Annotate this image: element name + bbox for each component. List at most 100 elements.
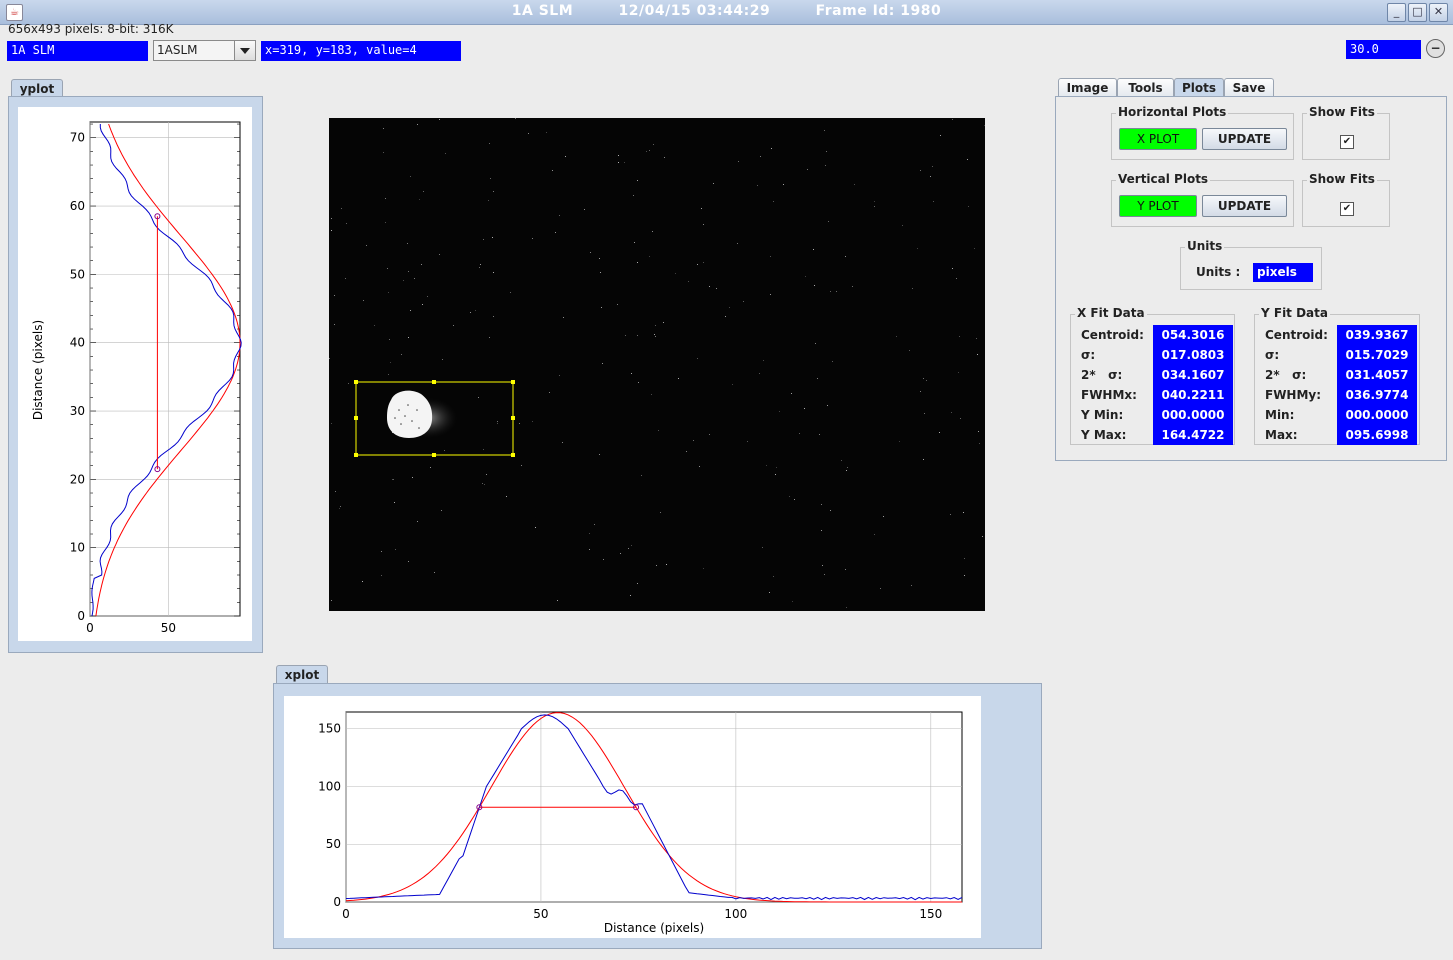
vertical-plots-label: Vertical Plots xyxy=(1116,172,1211,186)
camera-name-field[interactable]: 1A SLM xyxy=(7,41,148,61)
yplot-ytick-label: 70 xyxy=(70,131,85,145)
show-fits-v-group: Show Fits ✔ xyxy=(1302,172,1390,227)
x-fit-row-value: 000.0000 xyxy=(1153,405,1233,425)
units-group-label: Units xyxy=(1185,239,1225,253)
yplot-ytick-label: 30 xyxy=(70,404,85,418)
xplot-ytick-label: 150 xyxy=(318,722,341,736)
yplot-fit-curve xyxy=(95,123,241,617)
zoom-field[interactable]: 30.0 xyxy=(1346,40,1421,59)
y-fit-row-label: Min: xyxy=(1265,408,1295,422)
yplot-ytick-label: 0 xyxy=(77,609,85,623)
x-fit-row-label: Y Min: xyxy=(1081,408,1124,422)
y-update-button[interactable]: UPDATE xyxy=(1202,195,1287,217)
horizontal-plots-group: Horizontal Plots X PLOT UPDATE xyxy=(1111,105,1294,160)
roi-handles xyxy=(354,380,515,457)
camera-image xyxy=(329,118,985,608)
show-fits-h-checkbox[interactable]: ✔ xyxy=(1340,135,1354,149)
yplot-data-curve xyxy=(91,124,242,617)
y-fit-row-label: Max: xyxy=(1265,428,1298,442)
yplot-ytick-label: 10 xyxy=(70,541,85,555)
show-fits-v-label: Show Fits xyxy=(1307,172,1377,186)
title-datetime: 12/04/15 03:44:29 xyxy=(618,3,771,19)
xplot-svg: 0 50 100 150 0 50 100 150 Distance (pixels) xyxy=(318,711,963,935)
java-app-icon: ☕ xyxy=(6,4,23,21)
x-fit-data-label: X Fit Data xyxy=(1075,306,1147,320)
minimize-icon[interactable]: _ xyxy=(1387,3,1406,22)
yplot-ylabel: Distance (pixels) xyxy=(31,320,45,420)
y-fit-row-value: 031.4057 xyxy=(1337,365,1417,385)
xplot-ytick-label: 50 xyxy=(326,837,341,851)
tab-tools[interactable]: Tools xyxy=(1117,78,1174,97)
camera-select-value: 1ASLM xyxy=(157,43,198,57)
y-plot-button[interactable]: Y PLOT xyxy=(1119,195,1197,217)
plots-control-panel: Horizontal Plots X PLOT UPDATE Show Fits… xyxy=(1055,96,1447,461)
xplot-ytick-label: 100 xyxy=(318,779,341,793)
show-fits-v-checkbox[interactable]: ✔ xyxy=(1340,202,1354,216)
beam-spot-dots xyxy=(394,404,420,429)
close-icon[interactable]: ✕ xyxy=(1429,3,1448,22)
yplot-ytick-label: 20 xyxy=(70,472,85,486)
show-fits-h-label: Show Fits xyxy=(1307,105,1377,119)
y-fit-row-label: FWHMy: xyxy=(1265,388,1322,402)
units-label: Units : xyxy=(1196,265,1241,279)
y-fit-row-label: Centroid: xyxy=(1265,328,1328,342)
y-fit-row-label: σ: xyxy=(1265,348,1280,362)
coordinate-readout: x=319, y=183, value=4 xyxy=(261,41,461,61)
x-fit-row-value: 017.0803 xyxy=(1153,345,1233,365)
xplot-frame xyxy=(345,711,963,903)
y-fit-row-value: 036.9774 xyxy=(1337,385,1417,405)
tab-xplot[interactable]: xplot xyxy=(276,665,328,684)
xplot-fwhm-marker xyxy=(476,804,483,811)
x-fit-row-label: FWHMx: xyxy=(1081,388,1137,402)
yplot-frame xyxy=(89,121,241,617)
x-fit-data-group: X Fit Data Centroid: 054.3016 σ: 017.0803 2*… xyxy=(1070,306,1235,445)
title-camera-name: 1A SLM xyxy=(511,3,574,19)
tab-plots[interactable]: Plots xyxy=(1174,78,1224,97)
yplot-ytick-label: 60 xyxy=(70,199,85,213)
units-field[interactable]: pixels xyxy=(1253,263,1313,282)
xplot-fit-curve xyxy=(345,712,962,903)
zoom-out-icon[interactable]: − xyxy=(1426,39,1445,58)
y-fit-row-label: 2* σ: xyxy=(1265,368,1307,382)
y-fit-data-group: Y Fit Data Centroid: 039.9367 σ: 015.7029 2*… xyxy=(1254,306,1420,445)
window-title-bar[interactable]: ☕ 1A SLM 12/04/15 03:44:29 Frame Id: 198… xyxy=(0,0,1453,25)
window-title: 1A SLM 12/04/15 03:44:29 Frame Id: 1980 xyxy=(0,3,1453,19)
xplot-data-curve xyxy=(345,714,963,901)
camera-select[interactable]: 1ASLM xyxy=(153,40,256,61)
yplot-xtick-label: 0 xyxy=(86,621,94,635)
yplot-panel: 0 10 20 30 40 50 60 70 0 50 Distance (pixels) xyxy=(8,96,263,653)
x-fit-row-label: Y Max: xyxy=(1081,428,1127,442)
camera-image-view[interactable] xyxy=(329,118,985,611)
x-update-button[interactable]: UPDATE xyxy=(1202,128,1287,150)
x-fit-row-label: Centroid: xyxy=(1081,328,1144,342)
yplot-fwhm-marker xyxy=(154,213,161,220)
x-fit-row-label: 2* σ: xyxy=(1081,368,1123,382)
xplot-fwhm-marker xyxy=(633,804,640,811)
yplot-svg: 0 10 20 30 40 50 60 70 0 50 Distance (pixels) xyxy=(31,121,242,635)
xplot-xtick-label: 50 xyxy=(533,907,548,921)
maximize-icon[interactable]: □ xyxy=(1408,3,1427,22)
xplot-ytick-label: 0 xyxy=(333,895,341,909)
y-fit-row-value: 000.0000 xyxy=(1337,405,1417,425)
xplot-xtick-label: 150 xyxy=(919,907,942,921)
x-fit-row-value: 040.2211 xyxy=(1153,385,1233,405)
beam-spot xyxy=(387,390,433,438)
vertical-plots-group: Vertical Plots Y PLOT UPDATE xyxy=(1111,172,1294,227)
tab-yplot[interactable]: yplot xyxy=(11,79,63,98)
y-fit-row-value: 039.9367 xyxy=(1337,325,1417,345)
yplot-ytick-label: 50 xyxy=(70,267,85,281)
x-fit-row-value: 034.1607 xyxy=(1153,365,1233,385)
yplot-xtick-label: 50 xyxy=(161,621,176,635)
xplot-canvas: 0 50 100 150 0 50 100 150 Distance (pixels) xyxy=(284,696,981,938)
yplot-ytick-label: 40 xyxy=(70,336,85,350)
horizontal-plots-label: Horizontal Plots xyxy=(1116,105,1229,119)
tab-save[interactable]: Save xyxy=(1224,78,1274,97)
chevron-down-icon[interactable] xyxy=(234,41,255,60)
tab-image[interactable]: Image xyxy=(1058,78,1117,97)
yplot-canvas: 0 10 20 30 40 50 60 70 0 50 Distance (pixels) xyxy=(18,107,252,641)
units-group: Units Units : pixels xyxy=(1180,239,1322,290)
x-plot-button[interactable]: X PLOT xyxy=(1119,128,1197,150)
x-fit-row-value: 164.4722 xyxy=(1153,425,1233,445)
xplot-xtick-label: 0 xyxy=(342,907,350,921)
y-fit-row-value: 095.6998 xyxy=(1337,425,1417,445)
